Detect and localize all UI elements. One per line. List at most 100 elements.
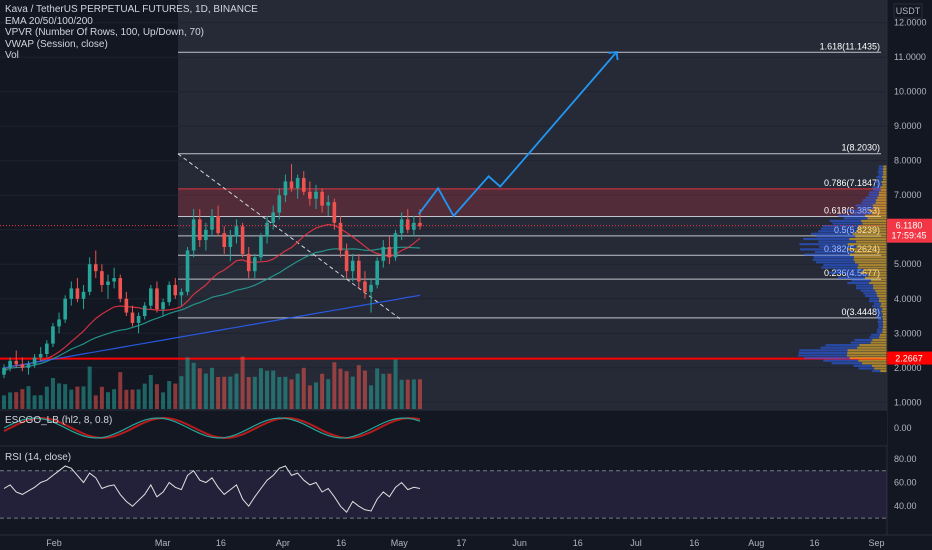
volume-profile bbox=[798, 165, 887, 373]
volume-profile-bar-up bbox=[847, 281, 870, 285]
volume-bar bbox=[14, 392, 19, 409]
countdown-tag-text: 17:59:45 bbox=[891, 231, 926, 241]
volume-profile-bar-down bbox=[882, 183, 887, 186]
time-tick-label: Apr bbox=[276, 538, 290, 548]
time-tick-label: Aug bbox=[748, 538, 764, 548]
volume-profile-bar-up bbox=[878, 323, 884, 326]
volume-profile-bar-down bbox=[857, 346, 887, 349]
volume-bar bbox=[228, 376, 233, 409]
volume-profile-bar-up bbox=[834, 268, 864, 272]
candle bbox=[20, 364, 25, 368]
volume-profile-bar-up bbox=[853, 212, 872, 215]
time-tick-label: 16 bbox=[216, 538, 226, 548]
volume-profile-bar-down bbox=[882, 328, 887, 331]
volume-profile-bar-up bbox=[861, 201, 876, 204]
volume-profile-bar-down bbox=[849, 356, 887, 360]
volume-profile-bar-down bbox=[882, 178, 887, 181]
volume-bar bbox=[185, 357, 190, 409]
volume-bar bbox=[277, 377, 282, 409]
candle bbox=[191, 219, 196, 251]
volume-profile-bar-up bbox=[823, 359, 859, 362]
volume-profile-bar-up bbox=[846, 209, 869, 212]
candle bbox=[57, 319, 61, 327]
escgo-pane-label[interactable]: ESCGO_LB (hl2, 8, 0.8) bbox=[5, 415, 113, 426]
candle bbox=[381, 246, 386, 261]
time-tick-label: 16 bbox=[689, 538, 699, 548]
candle bbox=[51, 326, 55, 344]
rsi-tick-label: 80.00 bbox=[894, 454, 917, 464]
volume-profile-bar-down bbox=[873, 287, 887, 290]
volume-profile-bar-up bbox=[855, 204, 873, 207]
volume-profile-bar-up bbox=[874, 310, 882, 313]
volume-profile-bar-down bbox=[847, 243, 887, 246]
volume-profile-bar-up bbox=[868, 300, 879, 303]
volume-profile-bar-down bbox=[882, 331, 887, 334]
vpvr-indicator-label[interactable]: VPVR (Number Of Rows, 100, Up/Down, 70) bbox=[5, 27, 204, 38]
candle bbox=[100, 271, 104, 285]
candle bbox=[289, 181, 294, 189]
volume-indicator-label[interactable]: Vol bbox=[5, 50, 19, 61]
candle bbox=[387, 246, 392, 258]
volume-bar bbox=[216, 377, 221, 409]
ema_slow-line bbox=[3, 246, 421, 372]
volume-bar bbox=[75, 386, 80, 409]
volume-profile-bar-down bbox=[873, 284, 887, 287]
candle bbox=[393, 233, 398, 258]
candle bbox=[2, 367, 6, 375]
vwap-indicator-label[interactable]: VWAP (Session, close) bbox=[5, 38, 108, 50]
time-tick-label: Jul bbox=[630, 538, 642, 548]
rsi-pane-label[interactable]: RSI (14, close) bbox=[5, 452, 72, 463]
volume-bar bbox=[295, 373, 300, 409]
volume-profile-bar-down bbox=[882, 312, 887, 316]
volume-profile-bar-down bbox=[879, 297, 887, 300]
volume-profile-bar-down bbox=[854, 256, 887, 259]
volume-profile-bar-up bbox=[799, 248, 848, 251]
symbol-title[interactable]: Kava / TetherUS PERPETUAL FUTURES, 1D, B… bbox=[5, 4, 258, 15]
volume-profile-bar-up bbox=[858, 367, 875, 370]
volume-profile-bar-down bbox=[847, 349, 887, 352]
volume-bar bbox=[246, 377, 251, 409]
candle bbox=[26, 364, 31, 368]
volume-profile-bar-up bbox=[816, 235, 856, 238]
candle bbox=[14, 360, 19, 365]
volume-profile-bar-down bbox=[877, 196, 887, 199]
escgo-signal-line bbox=[3, 416, 421, 440]
candle bbox=[161, 302, 165, 310]
volume-bar bbox=[210, 367, 214, 409]
price-tick-label: 7.0000 bbox=[894, 190, 922, 200]
volume-profile-bar-up bbox=[812, 258, 854, 261]
candle bbox=[363, 281, 367, 292]
volume-profile-bar-up bbox=[814, 250, 855, 254]
volume-bar bbox=[63, 384, 68, 409]
price-tick-label: 1.0000 bbox=[894, 397, 922, 407]
price-tick-label: 2.0000 bbox=[894, 363, 922, 373]
volume-bar bbox=[2, 395, 6, 409]
candle bbox=[106, 281, 110, 285]
volume-profile-bar-down bbox=[856, 230, 887, 233]
candle bbox=[173, 284, 178, 296]
rsi-line bbox=[3, 465, 421, 514]
volume-bar bbox=[375, 368, 380, 409]
volume-profile-bar-down bbox=[882, 170, 887, 173]
volume-bar bbox=[173, 383, 178, 409]
volume-profile-bar-down bbox=[883, 323, 887, 326]
volume-profile-bar-up bbox=[799, 243, 848, 246]
volume-profile-bar-up bbox=[876, 328, 883, 331]
candle bbox=[338, 222, 343, 251]
volume-profile-bar-up bbox=[832, 222, 863, 225]
volume-bar bbox=[369, 385, 374, 409]
candle bbox=[253, 257, 257, 272]
volume-profile-bar-up bbox=[877, 312, 883, 316]
last-price-tag bbox=[887, 218, 932, 243]
price-tick-label: 10.0000 bbox=[894, 87, 927, 97]
candle bbox=[320, 191, 324, 206]
ema-indicator-label[interactable]: EMA 20/50/100/200 bbox=[5, 15, 93, 27]
vwap-line bbox=[3, 294, 421, 369]
candle bbox=[63, 298, 67, 320]
volume-profile-bar-down bbox=[855, 261, 887, 264]
volume-profile-bar-down bbox=[879, 336, 887, 339]
candle bbox=[344, 250, 349, 272]
fib-level-label: 1(8.2030) bbox=[841, 143, 880, 153]
rsi-band bbox=[0, 470, 887, 519]
